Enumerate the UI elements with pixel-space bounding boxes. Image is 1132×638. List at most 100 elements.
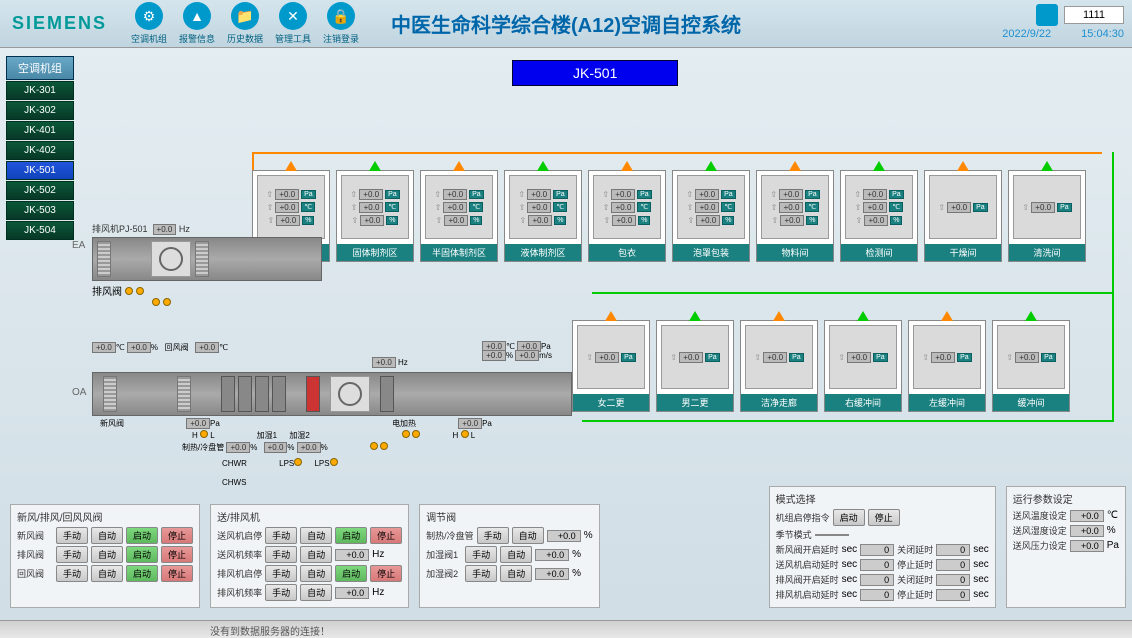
tool-注销登录[interactable]: 🔒注销登录 xyxy=(319,2,363,45)
val-box[interactable]: +0.0 xyxy=(547,530,581,542)
tool-历史数据[interactable]: 📁历史数据 xyxy=(223,2,267,45)
val-box[interactable]: 0 xyxy=(860,559,894,571)
sidebar-item-JK-301[interactable]: JK-301 xyxy=(6,81,74,100)
tool-icon: ✕ xyxy=(279,2,307,30)
val-box[interactable]: 0 xyxy=(936,589,970,601)
room-val: +0.0 xyxy=(275,202,299,213)
val-box[interactable]: 0 xyxy=(936,544,970,556)
btn-启动[interactable]: 启动 xyxy=(126,565,158,582)
val-box[interactable] xyxy=(815,534,849,536)
row-label: 季节模式 xyxy=(776,528,812,541)
room-unit: Pa xyxy=(889,190,904,199)
status-bar: 没有到数据服务器的连接！ xyxy=(0,620,1132,638)
sidebar-item-JK-401[interactable]: JK-401 xyxy=(6,121,74,140)
btn-停止[interactable]: 停止 xyxy=(370,565,402,582)
exhaust-filter-icon xyxy=(195,241,209,277)
room-val: +0.0 xyxy=(931,352,955,363)
eheater-icon xyxy=(306,376,320,412)
val-box[interactable]: 0 xyxy=(936,559,970,571)
chws-label: CHWS xyxy=(222,478,246,487)
unit: sec xyxy=(842,589,858,600)
room-val: +0.0 xyxy=(443,202,467,213)
time: 15:04:30 xyxy=(1081,28,1124,40)
btn-手动[interactable]: 手动 xyxy=(56,527,88,544)
sidebar-item-JK-502[interactable]: JK-502 xyxy=(6,181,74,200)
header: SIEMENS ⚙空调机组▲报警信息📁历史数据✕管理工具🔒注销登录 中医生命科学… xyxy=(0,0,1132,48)
room-val: +0.0 xyxy=(696,215,720,226)
btn-自动[interactable]: 自动 xyxy=(91,565,123,582)
room-val: +0.0 xyxy=(679,352,703,363)
val-box[interactable]: 0 xyxy=(860,574,894,586)
val-box[interactable]: 0 xyxy=(860,544,894,556)
val-box[interactable]: +0.0 xyxy=(1070,540,1104,552)
btn-启动[interactable]: 启动 xyxy=(126,546,158,563)
btn-手动[interactable]: 手动 xyxy=(56,546,88,563)
btn-自动[interactable]: 自动 xyxy=(300,546,332,563)
tool-空调机组[interactable]: ⚙空调机组 xyxy=(127,2,171,45)
status-led xyxy=(402,430,410,438)
btn-自动[interactable]: 自动 xyxy=(91,527,123,544)
btn-自动[interactable]: 自动 xyxy=(500,565,532,582)
sidebar-header: 空调机组 xyxy=(6,56,74,80)
tool-报警信息[interactable]: ▲报警信息 xyxy=(175,2,219,45)
val-box[interactable]: +0.0 xyxy=(335,549,369,561)
btn-自动[interactable]: 自动 xyxy=(500,546,532,563)
sidebar-item-JK-402[interactable]: JK-402 xyxy=(6,141,74,160)
final-filter-icon xyxy=(380,376,394,412)
btn-手动[interactable]: 手动 xyxy=(265,584,297,601)
btn-启动[interactable]: 启动 xyxy=(335,565,367,582)
btn-启动[interactable]: 启动 xyxy=(126,527,158,544)
btn-停止[interactable]: 停止 xyxy=(868,509,900,526)
humidifier2-icon xyxy=(272,376,286,412)
val-box[interactable]: +0.0 xyxy=(535,568,569,580)
val-box[interactable]: +0.0 xyxy=(1070,525,1104,537)
btn-手动[interactable]: 手动 xyxy=(265,527,297,544)
btn-停止[interactable]: 停止 xyxy=(161,546,193,563)
val-box[interactable]: 0 xyxy=(936,574,970,586)
ahu-diagram: 排风机PJ-501 +0.0 Hz 排风阀 +0.0℃ +0.0% 回风阀 +0… xyxy=(92,222,582,482)
btn-自动[interactable]: 自动 xyxy=(300,527,332,544)
val-box[interactable]: 0 xyxy=(860,589,894,601)
sidebar-item-JK-503[interactable]: JK-503 xyxy=(6,201,74,220)
btn-自动[interactable]: 自动 xyxy=(300,565,332,582)
filter-icon xyxy=(221,376,235,412)
arrow-icon xyxy=(605,311,617,321)
panel-valves: 调节阀制热/冷盘管手动自动+0.0%加湿阀1手动自动+0.0%加湿阀2手动自动+… xyxy=(419,504,599,608)
btn-手动[interactable]: 手动 xyxy=(56,565,88,582)
tool-管理工具[interactable]: ✕管理工具 xyxy=(271,2,315,45)
btn-停止[interactable]: 停止 xyxy=(370,527,402,544)
room-unit: Pa xyxy=(469,190,484,199)
row-label: 新风阀 xyxy=(17,529,53,542)
btn-手动[interactable]: 手动 xyxy=(265,565,297,582)
arrow-icon xyxy=(705,161,717,171)
btn-自动[interactable]: 自动 xyxy=(512,527,544,544)
val-box[interactable]: +0.0 xyxy=(335,587,369,599)
unit: sec xyxy=(842,574,858,585)
btn-启动[interactable]: 启动 xyxy=(335,527,367,544)
sidebar-item-JK-501[interactable]: JK-501 xyxy=(6,161,74,180)
val-box[interactable]: +0.0 xyxy=(1070,510,1104,522)
sidebar-item-JK-302[interactable]: JK-302 xyxy=(6,101,74,120)
btn-停止[interactable]: 停止 xyxy=(161,565,193,582)
lps-label: LPS xyxy=(279,459,294,468)
btn-停止[interactable]: 停止 xyxy=(161,527,193,544)
room-val: +0.0 xyxy=(612,215,636,226)
btn-自动[interactable]: 自动 xyxy=(300,584,332,601)
room-unit: ℃ xyxy=(385,202,399,212)
user-icon[interactable] xyxy=(1036,4,1058,26)
room-label: 检测间 xyxy=(841,244,917,261)
room-val: +0.0 xyxy=(779,202,803,213)
unit-label: JK-501 xyxy=(512,60,678,86)
btn-手动[interactable]: 手动 xyxy=(477,527,509,544)
btn-自动[interactable]: 自动 xyxy=(91,546,123,563)
sidebar-item-JK-504[interactable]: JK-504 xyxy=(6,221,74,240)
btn-启动[interactable]: 启动 xyxy=(833,509,865,526)
btn-手动[interactable]: 手动 xyxy=(265,546,297,563)
arrow-icon xyxy=(537,161,549,171)
room-unit: ℃ xyxy=(721,202,735,212)
btn-手动[interactable]: 手动 xyxy=(465,546,497,563)
room-干燥间: ⇧+0.0Pa干燥间 xyxy=(924,170,1002,262)
sa-vel: +0.0 xyxy=(515,350,539,361)
val-box[interactable]: +0.0 xyxy=(535,549,569,561)
btn-手动[interactable]: 手动 xyxy=(465,565,497,582)
